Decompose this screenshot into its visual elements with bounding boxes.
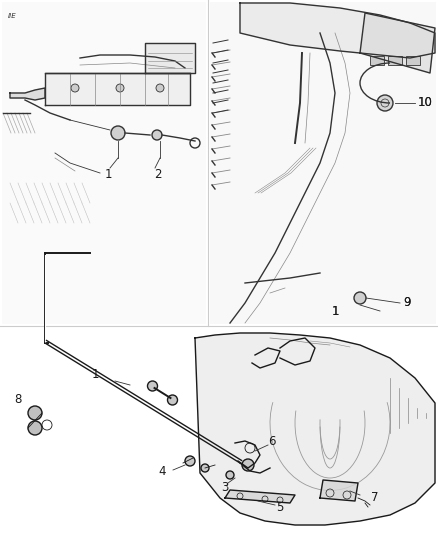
Bar [2,2,206,324]
Circle shape [71,84,79,92]
Circle shape [116,84,124,92]
Circle shape [28,406,42,420]
Polygon shape [320,480,358,501]
Polygon shape [360,13,435,73]
Text: 1: 1 [331,305,339,318]
Text: 2: 2 [154,168,162,181]
Text: 9: 9 [403,296,410,309]
Text: 3: 3 [221,481,229,494]
Text: 1: 1 [91,368,99,381]
Text: 6: 6 [268,435,276,448]
Bar [370,56,384,65]
Polygon shape [195,333,435,525]
Circle shape [354,292,366,304]
Text: 9: 9 [403,296,410,309]
Text: 4: 4 [158,465,166,478]
Circle shape [185,456,195,466]
Circle shape [377,95,393,111]
Bar [210,2,436,324]
Circle shape [201,464,209,472]
Circle shape [148,381,158,391]
Bar [406,56,420,65]
Circle shape [242,459,254,471]
Text: 10: 10 [418,96,433,109]
Polygon shape [45,73,190,105]
Circle shape [156,84,164,92]
Circle shape [167,395,177,405]
Polygon shape [225,490,295,503]
Polygon shape [240,3,435,58]
Text: 1: 1 [331,305,339,318]
Circle shape [111,126,125,140]
Text: IIE: IIE [8,13,17,19]
Text: 8: 8 [14,393,22,406]
Bar [388,56,402,65]
Text: 1: 1 [104,168,112,181]
Circle shape [226,471,234,479]
Text: 7: 7 [371,491,379,504]
Circle shape [152,130,162,140]
Text: 10: 10 [418,96,433,109]
Text: 5: 5 [276,501,284,514]
Polygon shape [145,43,195,73]
Polygon shape [10,88,45,100]
Circle shape [28,421,42,435]
